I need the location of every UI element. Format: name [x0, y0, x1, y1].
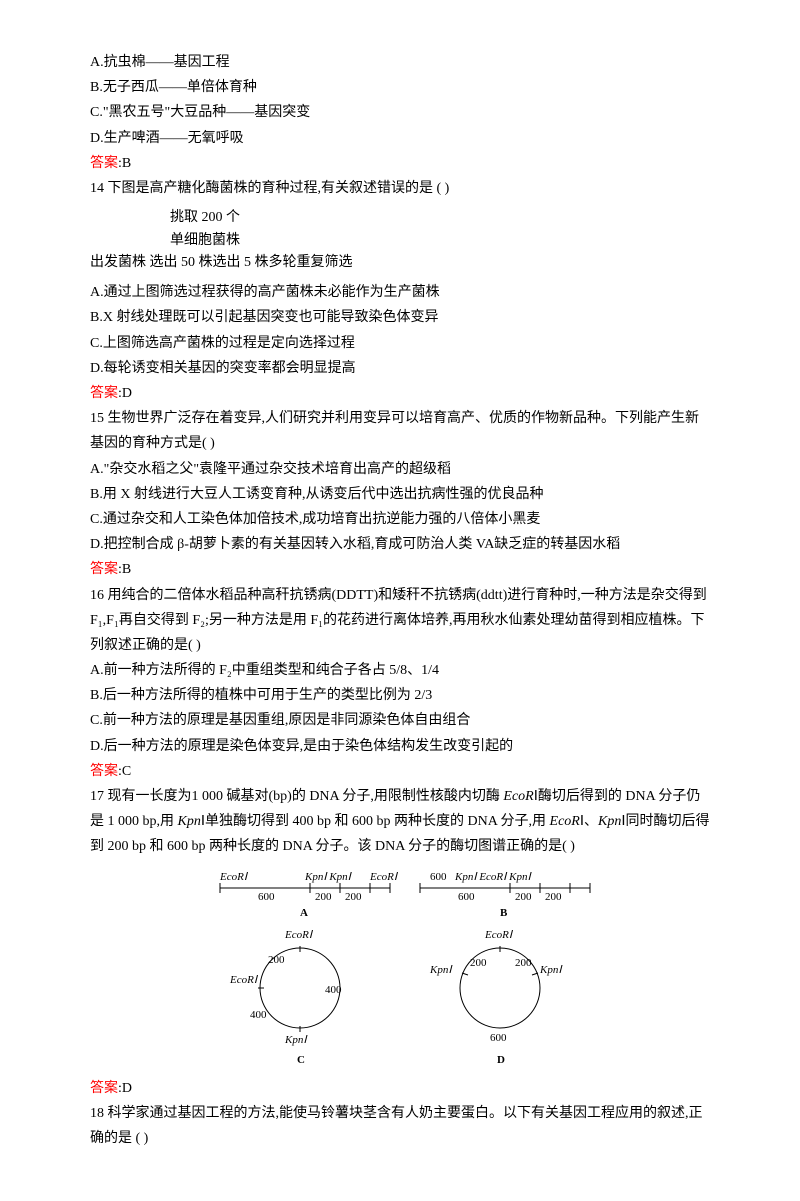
svg-text:KpnⅠ: KpnⅠ — [539, 964, 563, 976]
q15-stem: 15 生物世界广泛存在着变异,人们研究并利用变异可以培育高产、优质的作物新品种。… — [90, 406, 710, 456]
q15-option-b: B.用 X 射线进行大豆人工诱变育种,从诱变后代中选出抗病性强的优良品种 — [90, 482, 710, 507]
q17-answer: 答案:D — [90, 1076, 710, 1101]
q13-option-c: C."黑农五号"大豆品种——基因突变 — [90, 100, 710, 125]
svg-text:600: 600 — [458, 891, 475, 903]
q14-option-b: B.X 射线处理既可以引起基因突变也可能导致染色体变异 — [90, 305, 710, 330]
svg-text:KpnⅠ: KpnⅠ — [429, 964, 453, 976]
q15-option-a: A."杂交水稻之父"袁隆平通过杂交技术培育出高产的超级稻 — [90, 457, 710, 482]
q15-option-c: C.通过杂交和人工染色体加倍技术,成功培育出抗逆能力强的八倍体小黑麦 — [90, 507, 710, 532]
svg-text:600: 600 — [258, 891, 275, 903]
svg-text:200: 200 — [545, 891, 562, 903]
svg-text:EcoRⅠ: EcoRⅠ — [484, 929, 514, 941]
svg-text:KpnⅠ EcoRⅠ KpnⅠ: KpnⅠ EcoRⅠ KpnⅠ — [454, 871, 532, 883]
answer-label: 答案 — [90, 764, 118, 779]
q18-stem: 18 科学家通过基因工程的方法,能使马铃薯块茎含有人奶主要蛋白。以下有关基因工程… — [90, 1101, 710, 1151]
answer-label: 答案 — [90, 156, 118, 171]
answer-value: :B — [118, 562, 131, 577]
answer-value: :D — [118, 1081, 132, 1096]
q14-option-c: C.上图筛选高产菌株的过程是定向选择过程 — [90, 331, 710, 356]
q14-option-d: D.每轮诱变相关基因的突变率都会明显提高 — [90, 356, 710, 381]
q15-answer: 答案:B — [90, 557, 710, 582]
svg-text:400: 400 — [325, 984, 342, 996]
diagram-line3: 出发菌株 选出 50 株选出 5 株多轮重复筛选 — [90, 252, 710, 274]
diagram-line1: 挑取 200 个 — [170, 207, 710, 229]
q14-answer: 答案:D — [90, 381, 710, 406]
svg-text:A: A — [300, 907, 308, 919]
q14-option-a: A.通过上图筛选过程获得的高产菌株未必能作为生产菌株 — [90, 280, 710, 305]
q13-answer: 答案:B — [90, 151, 710, 176]
answer-value: :B — [118, 156, 131, 171]
q14-stem: 14 下图是高产糖化酶菌株的育种过程,有关叙述错误的是 ( ) — [90, 176, 710, 201]
q16-stem: 16 用纯合的二倍体水稻品种高秆抗锈病(DDTT)和矮秆不抗锈病(ddtt)进行… — [90, 583, 710, 659]
svg-text:EcoRⅠ: EcoRⅠ — [229, 974, 259, 986]
svg-text:KpnⅠ KpnⅠ: KpnⅠ KpnⅠ — [304, 871, 353, 883]
svg-text:200: 200 — [470, 957, 487, 969]
q13-option-a: A.抗虫棉——基因工程 — [90, 50, 710, 75]
answer-value: :D — [118, 386, 132, 401]
svg-text:EcoRⅠ: EcoRⅠ — [219, 871, 249, 883]
q16-answer: 答案:C — [90, 759, 710, 784]
q14-diagram: 挑取 200 个 单细胞菌株 出发菌株 选出 50 株选出 5 株多轮重复筛选 — [110, 207, 710, 274]
svg-text:200: 200 — [345, 891, 362, 903]
answer-label: 答案 — [90, 386, 118, 401]
svg-text:EcoRⅠ: EcoRⅠ — [369, 871, 399, 883]
svg-text:KpnⅠ: KpnⅠ — [284, 1034, 308, 1046]
svg-text:B: B — [500, 907, 508, 919]
svg-text:600: 600 — [430, 871, 447, 883]
q15-option-d: D.把控制合成 β-胡萝卜素的有关基因转入水稻,育成可防治人类 VA缺乏症的转基… — [90, 532, 710, 557]
diagram-line2: 单细胞菌株 — [170, 230, 710, 252]
q13-option-b: B.无子西瓜——单倍体育种 — [90, 75, 710, 100]
svg-text:EcoRⅠ: EcoRⅠ — [284, 929, 314, 941]
answer-value: :C — [118, 764, 131, 779]
svg-text:200: 200 — [268, 954, 285, 966]
q16-option-a: A.前一种方法所得的 F₂中重组类型和纯合子各占 5/8、1/4 — [90, 658, 710, 683]
svg-text:200: 200 — [515, 891, 532, 903]
q17-diagram: EcoRⅠ KpnⅠ KpnⅠ EcoRⅠ 600 200 200 A KpnⅠ… — [90, 868, 710, 1068]
q16-option-c: C.前一种方法的原理是基因重组,原因是非同源染色体自由组合 — [90, 708, 710, 733]
svg-text:400: 400 — [250, 1009, 267, 1021]
q13-option-d: D.生产啤酒——无氧呼吸 — [90, 126, 710, 151]
answer-label: 答案 — [90, 1081, 118, 1096]
svg-text:600: 600 — [490, 1032, 507, 1044]
svg-text:D: D — [497, 1054, 505, 1066]
answer-label: 答案 — [90, 562, 118, 577]
q16-option-b: B.后一种方法所得的植株中可用于生产的类型比例为 2/3 — [90, 683, 710, 708]
q16-option-d: D.后一种方法的原理是染色体变异,是由于染色体结构发生改变引起的 — [90, 734, 710, 759]
svg-text:200: 200 — [515, 957, 532, 969]
svg-text:C: C — [297, 1054, 305, 1066]
svg-text:200: 200 — [315, 891, 332, 903]
q17-stem: 17 现有一长度为1 000 碱基对(bp)的 DNA 分子,用限制性核酸内切酶… — [90, 784, 710, 860]
